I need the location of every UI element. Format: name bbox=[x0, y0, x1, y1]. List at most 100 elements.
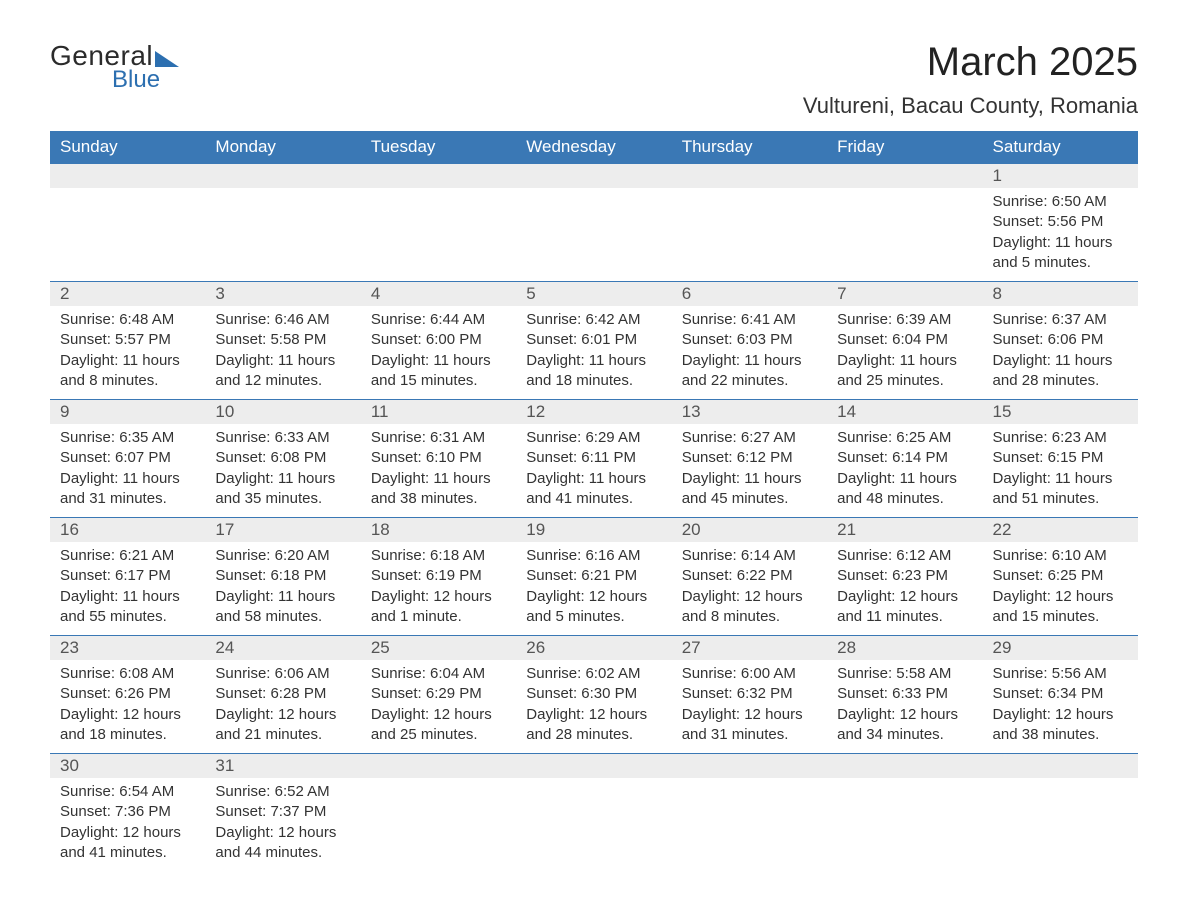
day-detail-row: Sunrise: 6:21 AM Sunset: 6:17 PM Dayligh… bbox=[50, 542, 1138, 636]
day-detail: Sunrise: 6:44 AM Sunset: 6:00 PM Dayligh… bbox=[361, 306, 516, 400]
day-detail bbox=[516, 778, 671, 871]
day-number: 21 bbox=[827, 518, 982, 543]
day-number: 30 bbox=[50, 754, 205, 779]
day-number: 24 bbox=[205, 636, 360, 661]
day-detail: Sunrise: 6:12 AM Sunset: 6:23 PM Dayligh… bbox=[827, 542, 982, 636]
day-number-row: 16171819202122 bbox=[50, 518, 1138, 543]
day-detail: Sunrise: 6:20 AM Sunset: 6:18 PM Dayligh… bbox=[205, 542, 360, 636]
day-number-row: 9101112131415 bbox=[50, 400, 1138, 425]
day-detail-row: Sunrise: 6:35 AM Sunset: 6:07 PM Dayligh… bbox=[50, 424, 1138, 518]
title-block: March 2025 Vultureni, Bacau County, Roma… bbox=[803, 40, 1138, 119]
day-number-row: 2345678 bbox=[50, 282, 1138, 307]
day-detail: Sunrise: 6:37 AM Sunset: 6:06 PM Dayligh… bbox=[983, 306, 1138, 400]
day-detail: Sunrise: 6:00 AM Sunset: 6:32 PM Dayligh… bbox=[672, 660, 827, 754]
day-detail bbox=[672, 778, 827, 871]
calendar-table: SundayMondayTuesdayWednesdayThursdayFrid… bbox=[50, 131, 1138, 871]
day-detail: Sunrise: 6:08 AM Sunset: 6:26 PM Dayligh… bbox=[50, 660, 205, 754]
day-number: 28 bbox=[827, 636, 982, 661]
day-detail: Sunrise: 6:29 AM Sunset: 6:11 PM Dayligh… bbox=[516, 424, 671, 518]
day-number bbox=[516, 754, 671, 779]
day-detail: Sunrise: 6:35 AM Sunset: 6:07 PM Dayligh… bbox=[50, 424, 205, 518]
day-detail: Sunrise: 5:56 AM Sunset: 6:34 PM Dayligh… bbox=[983, 660, 1138, 754]
day-detail: Sunrise: 6:27 AM Sunset: 6:12 PM Dayligh… bbox=[672, 424, 827, 518]
weekday-header-row: SundayMondayTuesdayWednesdayThursdayFrid… bbox=[50, 131, 1138, 164]
day-number: 3 bbox=[205, 282, 360, 307]
day-number: 13 bbox=[672, 400, 827, 425]
day-number bbox=[983, 754, 1138, 779]
day-number: 11 bbox=[361, 400, 516, 425]
day-detail bbox=[672, 188, 827, 282]
day-number bbox=[361, 754, 516, 779]
weekday-header: Monday bbox=[205, 131, 360, 164]
day-detail: Sunrise: 6:16 AM Sunset: 6:21 PM Dayligh… bbox=[516, 542, 671, 636]
day-number bbox=[516, 164, 671, 189]
day-number bbox=[827, 754, 982, 779]
day-detail: Sunrise: 6:18 AM Sunset: 6:19 PM Dayligh… bbox=[361, 542, 516, 636]
day-number: 1 bbox=[983, 164, 1138, 189]
day-number bbox=[205, 164, 360, 189]
day-detail: Sunrise: 6:04 AM Sunset: 6:29 PM Dayligh… bbox=[361, 660, 516, 754]
day-detail: Sunrise: 6:50 AM Sunset: 5:56 PM Dayligh… bbox=[983, 188, 1138, 282]
day-number: 20 bbox=[672, 518, 827, 543]
day-number: 16 bbox=[50, 518, 205, 543]
day-detail bbox=[50, 188, 205, 282]
day-number: 4 bbox=[361, 282, 516, 307]
day-detail: Sunrise: 5:58 AM Sunset: 6:33 PM Dayligh… bbox=[827, 660, 982, 754]
day-number: 14 bbox=[827, 400, 982, 425]
day-detail: Sunrise: 6:31 AM Sunset: 6:10 PM Dayligh… bbox=[361, 424, 516, 518]
day-detail: Sunrise: 6:54 AM Sunset: 7:36 PM Dayligh… bbox=[50, 778, 205, 871]
day-detail: Sunrise: 6:33 AM Sunset: 6:08 PM Dayligh… bbox=[205, 424, 360, 518]
day-number: 19 bbox=[516, 518, 671, 543]
brand-mark-icon bbox=[155, 51, 179, 67]
day-detail bbox=[205, 188, 360, 282]
day-detail bbox=[361, 778, 516, 871]
day-detail-row: Sunrise: 6:48 AM Sunset: 5:57 PM Dayligh… bbox=[50, 306, 1138, 400]
weekday-header: Thursday bbox=[672, 131, 827, 164]
day-detail: Sunrise: 6:52 AM Sunset: 7:37 PM Dayligh… bbox=[205, 778, 360, 871]
day-number: 23 bbox=[50, 636, 205, 661]
day-detail: Sunrise: 6:46 AM Sunset: 5:58 PM Dayligh… bbox=[205, 306, 360, 400]
weekday-header: Friday bbox=[827, 131, 982, 164]
day-number: 12 bbox=[516, 400, 671, 425]
day-detail: Sunrise: 6:14 AM Sunset: 6:22 PM Dayligh… bbox=[672, 542, 827, 636]
day-detail: Sunrise: 6:39 AM Sunset: 6:04 PM Dayligh… bbox=[827, 306, 982, 400]
day-number: 18 bbox=[361, 518, 516, 543]
day-number bbox=[672, 164, 827, 189]
day-detail: Sunrise: 6:02 AM Sunset: 6:30 PM Dayligh… bbox=[516, 660, 671, 754]
day-detail: Sunrise: 6:06 AM Sunset: 6:28 PM Dayligh… bbox=[205, 660, 360, 754]
day-number bbox=[361, 164, 516, 189]
day-number bbox=[672, 754, 827, 779]
day-number: 26 bbox=[516, 636, 671, 661]
day-number: 8 bbox=[983, 282, 1138, 307]
day-detail bbox=[516, 188, 671, 282]
day-number bbox=[827, 164, 982, 189]
day-detail bbox=[827, 778, 982, 871]
brand-logo: General Blue bbox=[50, 40, 179, 94]
day-number: 2 bbox=[50, 282, 205, 307]
day-number: 10 bbox=[205, 400, 360, 425]
day-detail: Sunrise: 6:21 AM Sunset: 6:17 PM Dayligh… bbox=[50, 542, 205, 636]
brand-word2: Blue bbox=[112, 66, 160, 94]
weekday-header: Wednesday bbox=[516, 131, 671, 164]
weekday-header: Sunday bbox=[50, 131, 205, 164]
day-detail: Sunrise: 6:41 AM Sunset: 6:03 PM Dayligh… bbox=[672, 306, 827, 400]
day-number: 22 bbox=[983, 518, 1138, 543]
day-number: 5 bbox=[516, 282, 671, 307]
day-number: 9 bbox=[50, 400, 205, 425]
day-detail: Sunrise: 6:25 AM Sunset: 6:14 PM Dayligh… bbox=[827, 424, 982, 518]
day-number bbox=[50, 164, 205, 189]
day-detail: Sunrise: 6:10 AM Sunset: 6:25 PM Dayligh… bbox=[983, 542, 1138, 636]
day-detail bbox=[361, 188, 516, 282]
day-number: 15 bbox=[983, 400, 1138, 425]
day-detail-row: Sunrise: 6:08 AM Sunset: 6:26 PM Dayligh… bbox=[50, 660, 1138, 754]
day-detail: Sunrise: 6:23 AM Sunset: 6:15 PM Dayligh… bbox=[983, 424, 1138, 518]
day-detail-row: Sunrise: 6:50 AM Sunset: 5:56 PM Dayligh… bbox=[50, 188, 1138, 282]
day-number: 7 bbox=[827, 282, 982, 307]
day-number: 25 bbox=[361, 636, 516, 661]
day-detail: Sunrise: 6:48 AM Sunset: 5:57 PM Dayligh… bbox=[50, 306, 205, 400]
day-number-row: 23242526272829 bbox=[50, 636, 1138, 661]
day-number-row: 3031 bbox=[50, 754, 1138, 779]
weekday-header: Saturday bbox=[983, 131, 1138, 164]
day-number: 29 bbox=[983, 636, 1138, 661]
day-number: 6 bbox=[672, 282, 827, 307]
